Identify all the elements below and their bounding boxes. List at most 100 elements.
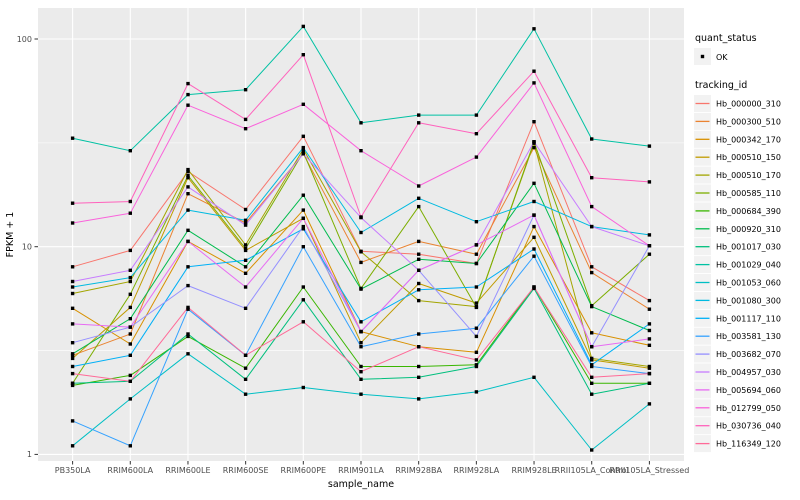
data-point (301, 285, 305, 289)
x-tick-label: RRIM928BA (395, 466, 442, 475)
data-point (243, 353, 248, 357)
data-point (359, 149, 363, 153)
data-point (532, 285, 536, 289)
data-point (243, 248, 248, 253)
data-point (417, 375, 421, 379)
data-point (417, 288, 421, 292)
data-point (186, 185, 190, 189)
legend-series-label: Hb_116349_120 (716, 440, 781, 449)
legend-series-label: Hb_000000_310 (716, 100, 781, 109)
data-point (590, 375, 594, 379)
data-point (359, 320, 363, 324)
data-point (590, 356, 594, 361)
data-point (243, 223, 248, 227)
data-point (128, 279, 132, 284)
data-point (301, 152, 305, 156)
data-point (474, 358, 479, 362)
data-point (359, 260, 363, 265)
x-axis-title: sample_name (328, 479, 394, 490)
legend-series-label: Hb_000342_170 (716, 135, 781, 144)
legend-series-label: Hb_000585_110 (716, 189, 781, 198)
data-point (70, 364, 75, 369)
legend-series-title: tracking_id (695, 80, 747, 91)
data-point (359, 230, 363, 235)
data-point (186, 176, 190, 180)
data-point (70, 341, 75, 345)
data-point (301, 193, 305, 197)
data-point (301, 145, 305, 150)
data-point (359, 250, 363, 254)
data-point (359, 364, 363, 369)
data-point (532, 235, 536, 239)
data-point (186, 81, 190, 86)
data-point (474, 334, 479, 339)
data-point (301, 320, 305, 324)
data-point (474, 243, 479, 247)
legend-series-label: Hb_001029_040 (716, 261, 781, 270)
data-point (647, 244, 652, 248)
data-point (647, 343, 652, 347)
data-point (532, 254, 536, 258)
legend-series-label: Hb_000300_510 (716, 117, 781, 126)
data-point (647, 402, 652, 406)
data-point (532, 199, 536, 204)
data-point (128, 275, 132, 280)
data-point (186, 283, 190, 288)
data-point (417, 364, 421, 369)
data-point (359, 329, 363, 334)
data-point (301, 298, 305, 302)
legend-series-label: Hb_000510_150 (716, 153, 781, 162)
data-point (647, 252, 652, 256)
data-point (474, 301, 479, 305)
legend-series-label: Hb_001117_110 (716, 314, 781, 323)
data-point (128, 248, 132, 253)
data-point (532, 145, 536, 150)
data-point (128, 305, 132, 310)
data-point (590, 224, 594, 229)
data-point (70, 322, 75, 326)
legend-series-label: Hb_012799_050 (716, 404, 781, 413)
data-point (590, 270, 594, 275)
legend-series-label: Hb_030736_040 (716, 422, 781, 431)
data-point (243, 271, 248, 275)
data-point (243, 127, 248, 131)
data-point (301, 53, 305, 57)
data-point (474, 132, 479, 136)
data-point (417, 204, 421, 209)
data-point (243, 221, 248, 225)
x-tick-label: RRII105LA_Stressed (609, 466, 689, 475)
data-point (186, 192, 190, 196)
x-tick-label: RRII105LA_Control (555, 466, 629, 475)
data-point (590, 204, 594, 209)
data-point (186, 352, 190, 356)
data-point (647, 144, 652, 148)
legend-series-label: Hb_000510_170 (716, 171, 781, 180)
data-point (417, 397, 421, 401)
data-point (70, 291, 75, 296)
data-point (532, 140, 536, 144)
data-point (359, 121, 363, 125)
data-point (243, 306, 248, 310)
data-point (359, 370, 363, 374)
data-point (186, 169, 190, 174)
data-point (590, 176, 594, 180)
data-point (186, 265, 190, 269)
data-point (70, 371, 75, 376)
data-point (474, 364, 479, 369)
data-point (590, 364, 594, 369)
data-point (532, 213, 536, 217)
data-point (532, 181, 536, 185)
data-point (243, 243, 248, 247)
data-point (186, 239, 190, 244)
data-point (70, 306, 75, 310)
data-point (359, 287, 363, 291)
data-point (647, 233, 652, 237)
y-tick-label: 10 (22, 243, 32, 252)
y-tick-label: 1 (27, 450, 32, 459)
data-point (301, 208, 305, 212)
data-point (301, 24, 305, 29)
data-point (359, 215, 363, 219)
data-point (243, 366, 248, 370)
data-point (128, 211, 132, 215)
data-point (128, 342, 132, 346)
